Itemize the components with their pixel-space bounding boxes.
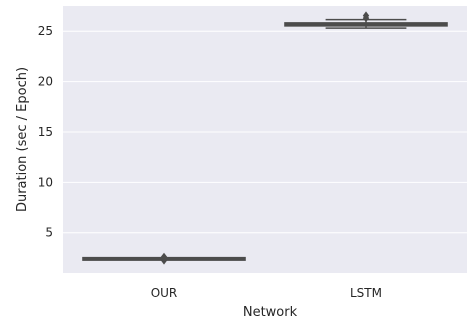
- x-tick-labels: OUR LSTM: [151, 286, 382, 300]
- outlier-point: [362, 11, 370, 20]
- x-tick-label: OUR: [151, 286, 178, 300]
- y-tick-label: 10: [38, 175, 53, 189]
- y-tick-label: 20: [38, 75, 53, 89]
- box-our: [82, 252, 246, 265]
- y-tick-label: 5: [45, 226, 53, 240]
- y-tick-label: 25: [38, 24, 53, 38]
- box-lstm: [284, 11, 448, 29]
- y-axis-label: Duration (sec / Epoch): [15, 67, 30, 212]
- plot-area: [63, 6, 467, 273]
- y-tick-label: 15: [38, 125, 53, 139]
- y-tick-labels: 5 10 15 20 25: [38, 24, 53, 240]
- outlier-point: [160, 252, 168, 262]
- x-axis-label: Network: [243, 305, 298, 320]
- x-tick-label: LSTM: [350, 286, 382, 300]
- boxes: [82, 11, 448, 265]
- gridlines: [63, 30, 467, 234]
